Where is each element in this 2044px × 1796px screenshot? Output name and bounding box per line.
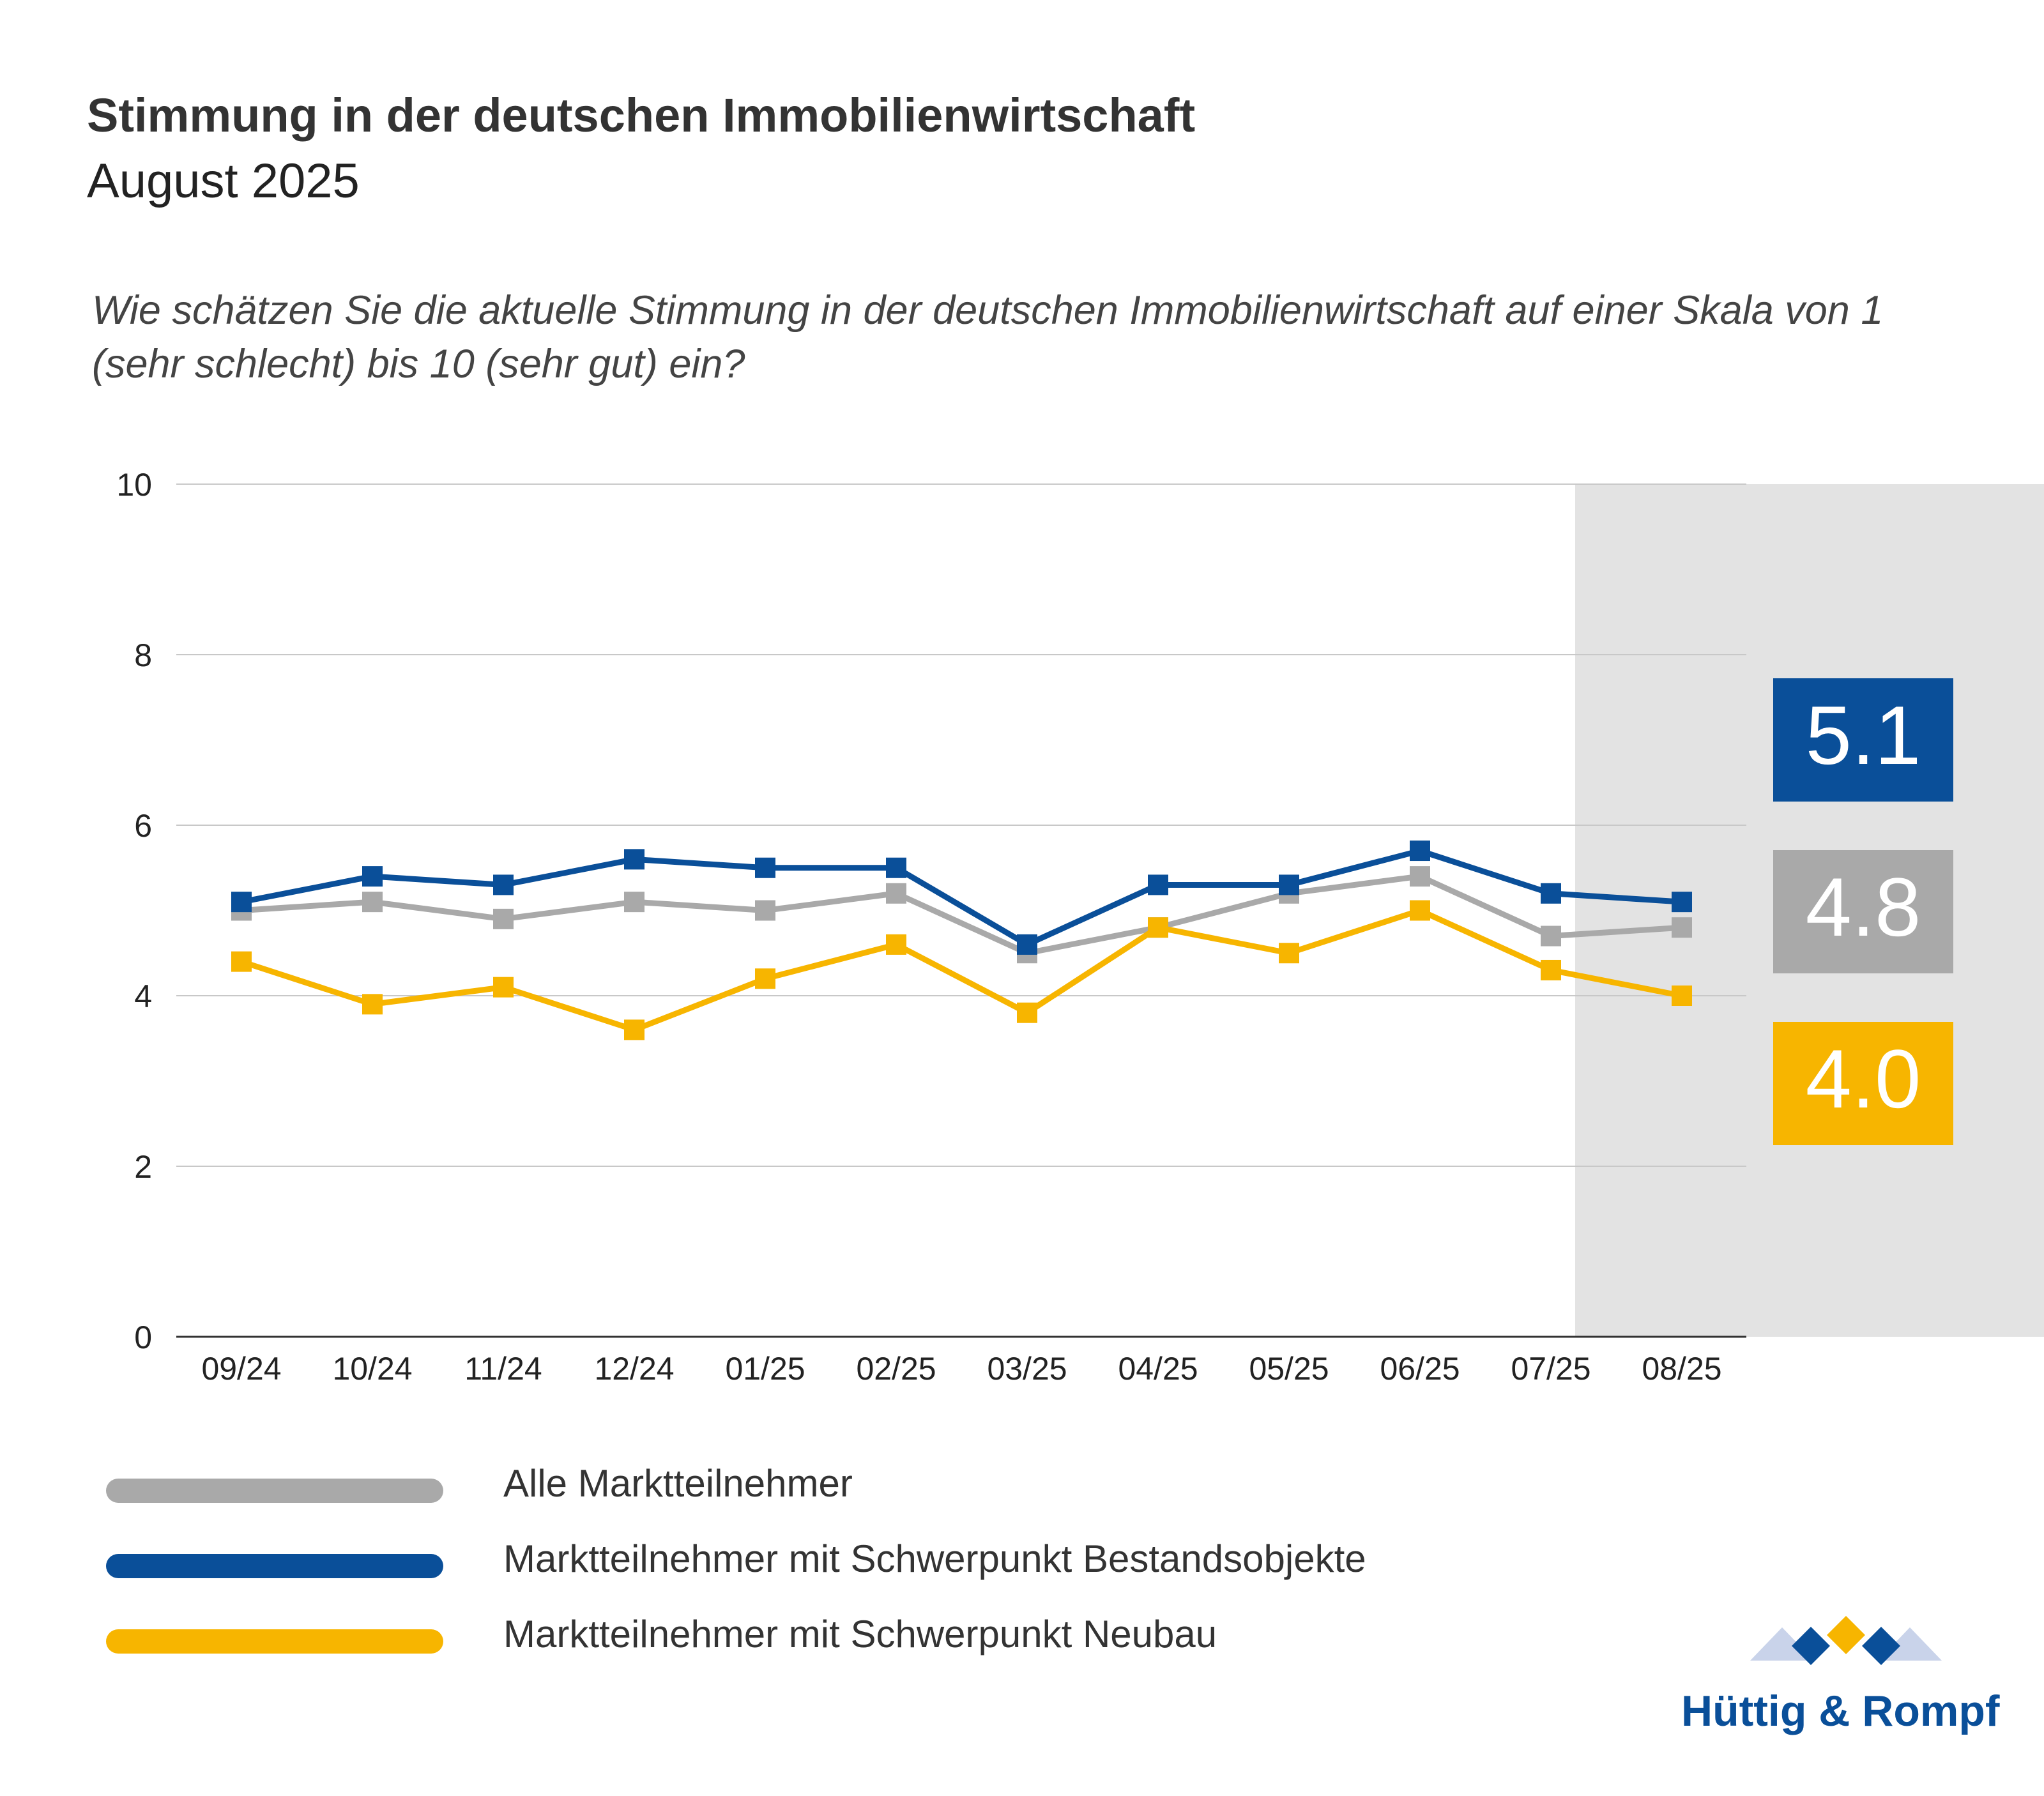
legend-item-neubau: Marktteilnehmer mit Schwerpunkt Neubau <box>106 1613 1639 1658</box>
legend-label-bestand: Marktteilnehmer mit Schwerpunkt Bestands… <box>503 1537 1366 1580</box>
y-tick-label: 8 <box>134 637 152 673</box>
line-chart: 0 2 4 6 8 10 09/24 10/24 11/24 12/24 01/25 02/25 03… <box>116 467 2044 1387</box>
data-point <box>755 968 775 989</box>
brand-name: Hüttig & Rompf <box>1681 1687 2000 1735</box>
x-tick-label: 02/25 <box>856 1351 936 1387</box>
series-2 <box>231 900 1692 1040</box>
series-line <box>241 848 1682 948</box>
series-line <box>241 873 1682 956</box>
data-point <box>1541 959 1561 980</box>
data-point <box>1017 1002 1037 1023</box>
data-point <box>755 857 775 878</box>
current-value-box: 4.8 <box>1773 850 1953 973</box>
data-point <box>1672 917 1692 938</box>
chart-subtitle: August 2025 <box>87 154 360 208</box>
current-value-box: 4.0 <box>1773 1022 1953 1145</box>
y-tick-label: 4 <box>134 978 152 1014</box>
x-axis-ticks: 09/24 10/24 11/24 12/24 01/25 02/25 03/25 04/25… <box>201 1351 1721 1387</box>
data-point <box>493 908 514 929</box>
data-point <box>624 1019 644 1040</box>
x-tick-label: 06/25 <box>1380 1351 1460 1387</box>
y-tick-label: 6 <box>134 808 152 844</box>
data-point <box>1410 866 1430 887</box>
data-point <box>362 866 383 887</box>
chart-title: Stimmung in der deutschen Immobilienwirt… <box>87 89 1196 142</box>
y-axis-ticks: 0 2 4 6 8 10 <box>116 467 152 1355</box>
series-lines <box>231 841 1692 1040</box>
data-point <box>231 951 252 972</box>
legend-item-alle: Alle Marktteilnehmer <box>106 1462 1639 1507</box>
data-point <box>886 883 906 904</box>
current-value-boxes: 5.1 4.8 4.0 <box>1773 678 1953 1145</box>
data-point <box>1541 925 1561 947</box>
data-point <box>886 934 906 955</box>
x-tick-label: 10/24 <box>332 1351 412 1387</box>
data-point <box>1672 892 1692 913</box>
data-point <box>1410 900 1430 921</box>
y-tick-label: 10 <box>116 467 152 503</box>
legend-item-bestand: Marktteilnehmer mit Schwerpunkt Bestands… <box>106 1537 1639 1583</box>
data-point <box>1279 874 1299 895</box>
data-point <box>755 900 775 921</box>
current-value-bg <box>1773 678 1953 802</box>
x-tick-label: 11/24 <box>464 1351 542 1387</box>
data-point <box>1279 943 1299 964</box>
x-tick-label: 05/25 <box>1249 1351 1329 1387</box>
legend-swatch-bestand <box>106 1554 443 1578</box>
legend-label-alle: Alle Marktteilnehmer <box>503 1462 853 1505</box>
legend-swatch-neubau <box>106 1629 443 1654</box>
data-point <box>1541 883 1561 904</box>
current-value-label: 4.8 <box>1806 860 1921 954</box>
survey-question: Wie schätzen Sie die aktuelle Stimmung i… <box>92 288 1884 386</box>
y-tick-label: 2 <box>134 1149 152 1185</box>
x-tick-label: 04/25 <box>1118 1351 1198 1387</box>
x-tick-label: 01/25 <box>725 1351 805 1387</box>
x-tick-label: 03/25 <box>987 1351 1067 1387</box>
data-point <box>1148 874 1168 895</box>
current-value-label: 5.1 <box>1806 689 1921 782</box>
x-tick-label: 09/24 <box>201 1351 281 1387</box>
series-1 <box>231 841 1692 955</box>
data-point <box>493 977 514 998</box>
x-tick-label: 07/25 <box>1511 1351 1590 1387</box>
data-point <box>624 892 644 913</box>
x-tick-label: 08/25 <box>1642 1351 1721 1387</box>
diamond-logo-icon <box>1750 1616 1942 1665</box>
current-value-box: 5.1 <box>1773 678 1953 802</box>
legend-label-neubau: Marktteilnehmer mit Schwerpunkt Neubau <box>503 1613 1217 1655</box>
data-point <box>362 892 383 913</box>
data-point <box>1148 917 1168 938</box>
data-point <box>1672 986 1692 1006</box>
current-value-label: 4.0 <box>1806 1032 1921 1125</box>
data-point <box>231 892 252 913</box>
series-line <box>240 908 1682 1033</box>
data-point <box>1410 841 1430 862</box>
data-point <box>886 857 906 878</box>
data-point <box>1017 934 1037 955</box>
data-point <box>362 994 383 1015</box>
data-point <box>624 849 644 870</box>
y-tick-label: 0 <box>134 1320 152 1355</box>
current-value-bg <box>1773 1022 1953 1145</box>
legend-swatch-alle <box>106 1479 443 1503</box>
data-point <box>493 874 514 895</box>
x-tick-label: 12/24 <box>594 1351 674 1387</box>
grid-lines <box>176 483 1746 1338</box>
current-value-bg <box>1773 850 1953 973</box>
